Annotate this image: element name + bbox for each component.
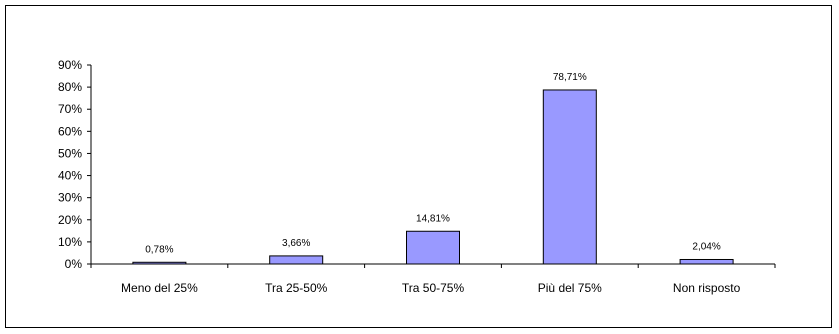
- y-tick-label: 60%: [58, 124, 82, 138]
- bar: [406, 230, 460, 265]
- data-label: 3,66%: [282, 238, 310, 249]
- y-tick-label: 40%: [58, 169, 82, 183]
- y-tick-label: 80%: [58, 80, 82, 94]
- x-category-label: Non risposto: [673, 281, 741, 295]
- data-label: 0,78%: [145, 244, 173, 255]
- data-label: 78,71%: [553, 72, 587, 83]
- y-tick-label: 30%: [58, 191, 82, 205]
- x-category-label: Meno del 25%: [121, 281, 198, 295]
- x-category-label: Più del 75%: [538, 281, 602, 295]
- y-tick-label: 90%: [58, 58, 82, 72]
- chart-frame: [5, 5, 832, 328]
- bar: [542, 89, 597, 265]
- bar: [269, 255, 324, 265]
- y-tick-label: 0%: [65, 257, 83, 271]
- data-label: 14,81%: [416, 213, 450, 224]
- bar: [679, 258, 734, 265]
- y-tick-label: 20%: [58, 213, 82, 227]
- y-tick-label: 10%: [58, 235, 82, 249]
- y-tick-label: 70%: [58, 102, 82, 116]
- y-tick-label: 50%: [58, 146, 82, 160]
- data-label: 2,04%: [692, 241, 720, 252]
- bar: [132, 261, 187, 265]
- x-category-label: Tra 50-75%: [402, 281, 465, 295]
- x-category-label: Tra 25-50%: [265, 281, 328, 295]
